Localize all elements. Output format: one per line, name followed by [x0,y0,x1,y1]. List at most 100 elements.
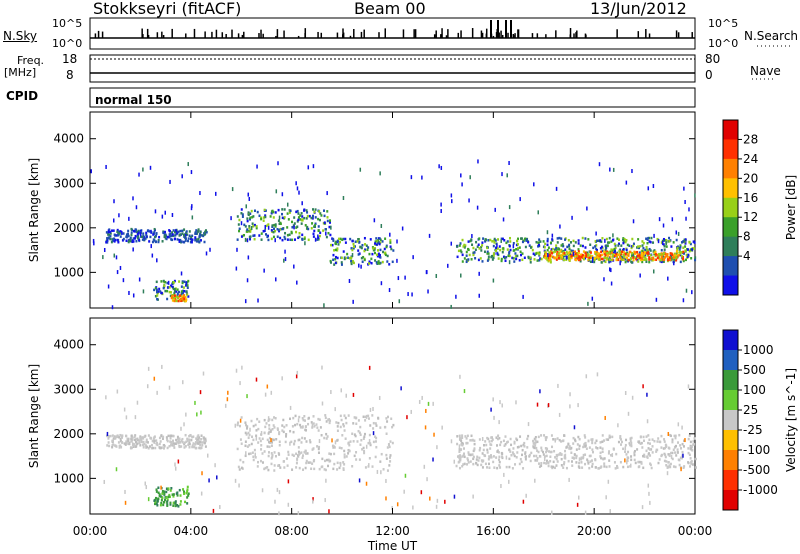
data-cell [165,436,168,439]
data-cell [689,242,692,246]
data-cell [239,381,241,386]
data-cell [199,234,202,237]
data-cell [314,208,317,211]
data-cell [575,461,578,464]
data-cell [677,231,680,236]
data-cell [158,493,161,496]
x-tick-label: 08:00 [274,524,309,538]
data-cell [516,247,519,250]
data-cell [435,504,438,509]
data-cell [215,191,217,196]
data-cell [519,197,521,202]
data-cell [317,234,319,239]
data-cell [291,425,294,428]
data-cell [340,256,343,260]
data-cell [103,247,106,252]
data-cell [163,284,166,288]
colorbar-frame [722,119,739,296]
data-cell [301,436,304,440]
data-cell [483,250,486,254]
data-cell [520,444,523,448]
data-cell [521,448,524,452]
data-cell [478,448,481,452]
data-cell [133,237,136,240]
data-cell [600,240,603,243]
data-cell [184,295,187,299]
data-cell [508,448,511,452]
data-cell [460,250,463,254]
data-cell [339,425,342,429]
data-cell [311,222,314,225]
data-cell [265,233,268,236]
data-cell [264,225,267,230]
data-cell [365,481,368,486]
data-cell [309,461,312,464]
data-cell [284,231,287,235]
data-cell [506,173,508,178]
data-cell [176,435,179,439]
data-cell [540,434,543,437]
data-cell [429,496,431,501]
data-cell [151,253,154,258]
data-cell [662,259,665,263]
data-cell [158,436,161,440]
data-cell [178,234,181,237]
data-cell [654,250,657,254]
data-cell [559,250,562,253]
data-cell [105,241,108,244]
data-cell [494,207,496,212]
data-cell [204,230,207,234]
data-cell [325,235,328,239]
data-cell [458,460,461,463]
data-cell [172,287,175,291]
data-cell [325,420,328,423]
data-cell [295,461,298,465]
data-cell [281,424,284,427]
data-cell [479,257,482,260]
data-cell [296,186,299,191]
data-cell [502,247,505,250]
data-cell [606,250,609,253]
data-cell [522,467,525,470]
data-cell [251,451,254,454]
data-cell [693,437,696,440]
data-cell [646,455,649,458]
data-cell [369,407,372,412]
data-cell [163,443,166,447]
data-cell [296,225,299,228]
data-cell [255,226,258,230]
data-cell [527,422,530,427]
data-cell [373,248,376,251]
data-cell [377,252,380,256]
data-cell [285,424,288,427]
data-cell [186,286,189,290]
data-cell [257,460,260,464]
data-cell [281,208,284,211]
data-cell [649,240,652,244]
data-cell [515,257,518,261]
data-cell [481,241,484,244]
data-cell [691,248,694,251]
data-cell [505,465,508,469]
data-cell [486,252,489,255]
data-cell [621,256,624,259]
data-cell [458,444,461,449]
data-cell [156,499,159,502]
data-cell [603,250,606,253]
data-cell [595,250,598,254]
data-cell [574,241,577,244]
data-cell [138,277,141,282]
data-cell [546,248,549,252]
data-cell [238,229,241,233]
data-cell [177,230,180,234]
data-cell [260,216,263,220]
data-cell [549,459,552,463]
data-cell [244,237,247,242]
data-cell [164,289,167,293]
data-cell [145,485,148,490]
data-cell [477,258,480,262]
data-cell [116,434,119,437]
data-cell [386,420,389,423]
data-cell [171,493,174,496]
data-cell [372,247,375,250]
